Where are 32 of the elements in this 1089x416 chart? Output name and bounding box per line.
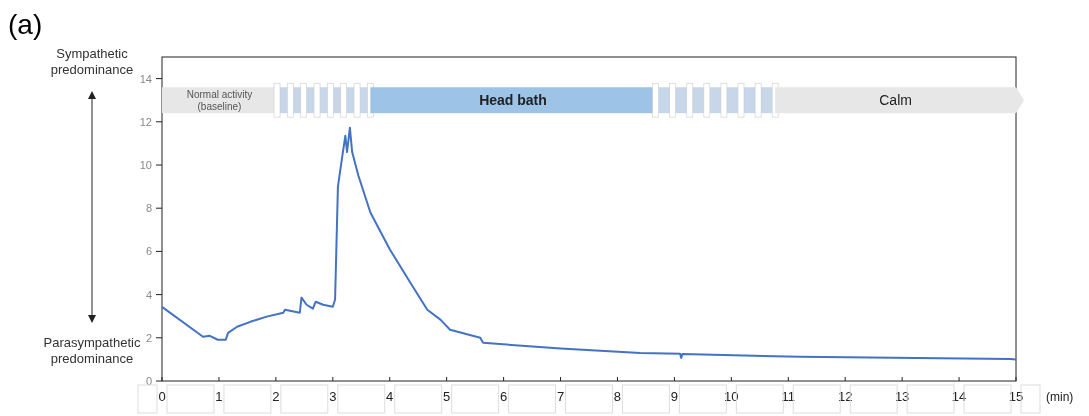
x-tick-label: 13 [894,389,910,404]
band-label: Head bath [479,92,547,109]
x-tick-label: 1 [215,389,223,404]
x-tick-label: 15 [1008,389,1024,404]
x-tick-label: 6 [499,389,508,404]
line-series [161,126,1017,361]
y-tick-label: 8 [145,202,152,215]
x-tick-label: 11 [781,389,796,404]
x-tick-label: 12 [837,389,853,404]
x-tick-label: 3 [329,389,337,404]
x-tick-label: 5 [443,389,451,404]
y-tick-label: 4 [145,288,152,301]
y-tick-label: 14 [139,72,152,85]
x-tick-label: 8 [613,389,622,404]
band-label: Calm [879,92,912,109]
y-tick-label: 2 [145,331,152,344]
y-tick-label: 10 [139,159,152,171]
band-label: Normal activity (baseline) [186,89,253,113]
x-tick-label: 2 [272,389,280,404]
text: Parasympathetic predominance [43,335,141,366]
x-tick-label: 0 [158,389,166,404]
x-tick-label: 10 [724,389,739,404]
y-tick-label: 6 [145,245,152,258]
x-tick-label: 7 [556,389,565,404]
chart-title: (a) [8,9,43,40]
x-tick-label: 4 [386,389,394,404]
y-tick-label: 0 [145,375,152,387]
x-axis-title: (min) [1046,390,1074,404]
x-tick-label: 9 [670,389,679,404]
y-tick-label: 12 [139,115,152,128]
x-tick-label: 14 [951,389,967,404]
text: Sympathetic predominance [50,46,134,77]
